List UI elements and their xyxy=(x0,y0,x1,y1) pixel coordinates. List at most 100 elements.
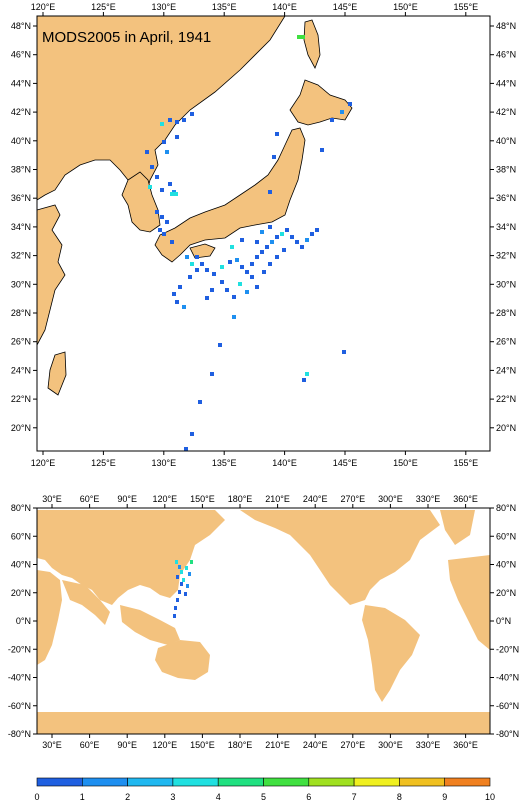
observation-point xyxy=(158,228,162,232)
observation-point xyxy=(250,275,254,279)
africa-east-wrap xyxy=(448,555,490,650)
observation-point xyxy=(320,148,324,152)
lat-label-left: 24°N xyxy=(11,365,31,375)
lat-label-right: -60°N xyxy=(496,701,519,711)
lon-label-top: 155°E xyxy=(453,2,478,12)
observation-point xyxy=(262,270,266,274)
lat-label-right: 44°N xyxy=(496,78,516,88)
observation-points-global xyxy=(173,560,193,618)
lon-label-bottom: 150°E xyxy=(393,458,418,468)
observation-point xyxy=(162,232,166,236)
lon-label-top: 30°E xyxy=(42,494,62,504)
lat-label-right: 32°N xyxy=(496,251,516,261)
lat-label-right: -20°N xyxy=(496,644,519,654)
australia xyxy=(155,640,210,680)
observation-point xyxy=(180,570,183,574)
lat-label-right: 20°N xyxy=(496,423,516,433)
observation-point xyxy=(232,295,236,299)
observation-point xyxy=(348,102,352,106)
observation-point xyxy=(272,155,276,159)
greenland xyxy=(440,510,475,545)
lon-label-top: 150°E xyxy=(190,494,215,504)
observation-point xyxy=(178,565,181,569)
observation-point xyxy=(186,584,189,588)
lat-label-right: 46°N xyxy=(496,50,516,60)
observation-point xyxy=(182,305,186,309)
lon-label-top: 330°E xyxy=(416,494,441,504)
observation-point xyxy=(330,118,334,122)
observation-point xyxy=(220,265,224,269)
observation-points-regional xyxy=(145,35,352,451)
lat-label-right: 40°N xyxy=(496,136,516,146)
lat-label-right: -80°N xyxy=(496,729,519,739)
lat-label-left: 22°N xyxy=(11,394,31,404)
colorbar-segment xyxy=(399,777,445,787)
lon-label-bottom: 120°E xyxy=(152,740,177,750)
observation-point xyxy=(160,122,164,126)
regional-map-ticks: 120°E 120°E 125°E 125°E 130°E 130°E 135°E 135°E… xyxy=(11,2,516,468)
colorbar: 0 1 2 3 4 5 6 7 8 9 10 xyxy=(34,777,495,802)
observation-point xyxy=(268,262,272,266)
observation-point xyxy=(145,150,149,154)
observation-point xyxy=(190,262,194,266)
observation-point xyxy=(190,112,194,116)
lon-label-top: 60°E xyxy=(80,494,100,504)
lat-label-right: 60°N xyxy=(496,531,516,541)
lon-label-top: 120°E xyxy=(152,494,177,504)
lon-label-bottom: 300°E xyxy=(378,740,403,750)
observation-point xyxy=(173,614,176,618)
observation-point xyxy=(182,578,185,582)
observation-point xyxy=(168,182,172,186)
regional-land xyxy=(36,15,353,396)
observation-point xyxy=(155,175,159,179)
lon-label-bottom: 150°E xyxy=(190,740,215,750)
observation-point xyxy=(250,262,254,266)
lon-label-top: 125°E xyxy=(91,2,116,12)
observation-point xyxy=(342,350,346,354)
observation-point xyxy=(150,165,154,169)
colorbar-segment xyxy=(36,777,83,787)
observation-point xyxy=(195,255,199,259)
lat-label-right: 24°N xyxy=(496,365,516,375)
japan-hokkaido xyxy=(289,79,353,126)
observation-point xyxy=(235,258,239,262)
observation-point xyxy=(240,265,244,269)
lat-label-left: 30°N xyxy=(11,279,31,289)
observation-point xyxy=(175,560,178,564)
observation-point xyxy=(268,190,272,194)
observation-point xyxy=(218,343,222,347)
observation-point xyxy=(220,280,224,284)
lon-label-top: 140°E xyxy=(272,2,297,12)
observation-point xyxy=(175,300,179,304)
observation-point xyxy=(198,400,202,404)
observation-point xyxy=(260,250,264,254)
observation-point xyxy=(200,262,204,266)
observation-point xyxy=(168,118,172,122)
observation-point xyxy=(305,238,309,242)
observation-point xyxy=(170,192,178,196)
observation-point xyxy=(225,288,229,292)
observation-point xyxy=(180,582,183,586)
colorbar-label: 6 xyxy=(306,792,311,802)
lat-label-left: 38°N xyxy=(11,165,31,175)
observation-point xyxy=(165,220,169,224)
observation-point xyxy=(297,35,305,39)
colorbar-label: 7 xyxy=(352,792,357,802)
observation-point xyxy=(302,378,306,382)
observation-point xyxy=(282,248,286,252)
lat-label-right: 80°N xyxy=(496,503,516,513)
observation-point xyxy=(280,232,284,236)
lon-label-bottom: 140°E xyxy=(272,458,297,468)
global-map-ticks: 30°E 30°E 60°E 60°E 90°E 90°E 120°E 120°E 150°E 1… xyxy=(8,494,519,750)
lat-label-left: 20°N xyxy=(11,588,31,598)
lat-label-right: 36°N xyxy=(496,193,516,203)
observation-point xyxy=(190,432,194,436)
observation-point xyxy=(255,240,259,244)
south-america xyxy=(362,605,420,702)
antarctica xyxy=(37,712,490,734)
lon-label-bottom: 270°E xyxy=(340,740,365,750)
observation-point xyxy=(290,235,294,239)
observation-point xyxy=(184,447,188,451)
observation-point xyxy=(185,566,188,570)
